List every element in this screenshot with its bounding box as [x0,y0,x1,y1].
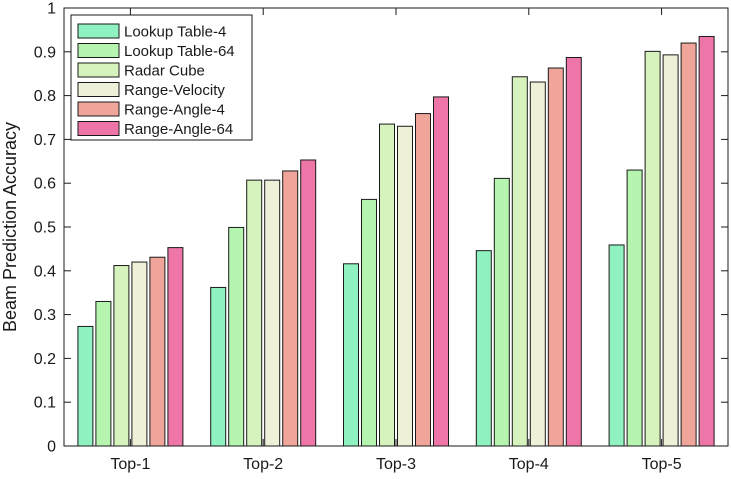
y-tick-label: 1 [47,1,56,18]
bar-2-3 [511,76,528,447]
bar-1-2 [361,198,377,447]
legend-swatch [77,23,120,39]
y-tick-label: 0.3 [34,307,56,324]
y-axis-title: Beam Prediction Accuracy [0,122,20,332]
y-tick-label: 0.4 [34,263,56,280]
bar-5-0 [167,247,184,447]
x-tick-label: Top-2 [243,456,283,473]
bar-0-4 [608,244,625,447]
bar-3-3 [529,81,546,447]
legend-swatch [77,121,120,136]
bar-3-1 [264,179,281,447]
bar-3-2 [397,125,413,447]
bar-2-4 [644,50,661,447]
bar-2-2 [379,123,395,447]
legend-swatch [77,101,120,117]
bar-2-0 [113,265,130,447]
legend-swatch [77,82,120,97]
x-tick-label: Top-1 [110,456,150,473]
y-tick-label: 0 [47,439,56,456]
bar-5-2 [433,96,449,447]
legend-label: Range-Angle-4 [124,102,225,119]
bar-0-2 [343,263,359,447]
y-tick-label: 0.8 [34,88,56,105]
x-tick-label: Top-4 [509,456,549,473]
legend-swatch [77,43,120,58]
y-tick-label: 0.2 [34,351,56,368]
y-tick-label: 0.5 [34,220,56,237]
bar-1-4 [626,169,643,447]
bar-4-2 [415,113,431,447]
y-tick-label: 0.9 [34,44,56,61]
bar-2-1 [246,179,263,447]
bar-0-3 [475,250,492,447]
bar-5-4 [698,35,715,447]
legend-label: Radar Cube [124,63,205,80]
bar-1-1 [228,226,245,447]
bar-5-3 [565,56,582,447]
bar-3-4 [662,54,679,447]
bar-5-1 [300,159,317,447]
bar-3-0 [131,261,148,447]
bar-4-4 [680,42,697,447]
bar-1-3 [493,177,510,447]
bar-1-0 [95,300,112,447]
y-tick-label: 0.7 [34,132,56,149]
legend-label: Lookup Table-64 [124,43,235,60]
y-tick-label: 0.6 [34,176,56,193]
x-tick-label: Top-5 [642,456,682,473]
x-tick-label: Top-3 [376,456,416,473]
legend-label: Lookup Table-4 [124,24,226,41]
bar-4-0 [149,256,166,447]
bar-0-0 [77,325,94,447]
legend-swatch [77,62,120,78]
y-tick-label: 0.1 [34,395,56,412]
bar-4-1 [282,170,299,447]
legend-label: Range-Velocity [124,82,225,99]
legend-label: Range-Angle-64 [124,121,233,138]
bar-0-1 [210,286,227,447]
bar-4-3 [547,67,564,447]
